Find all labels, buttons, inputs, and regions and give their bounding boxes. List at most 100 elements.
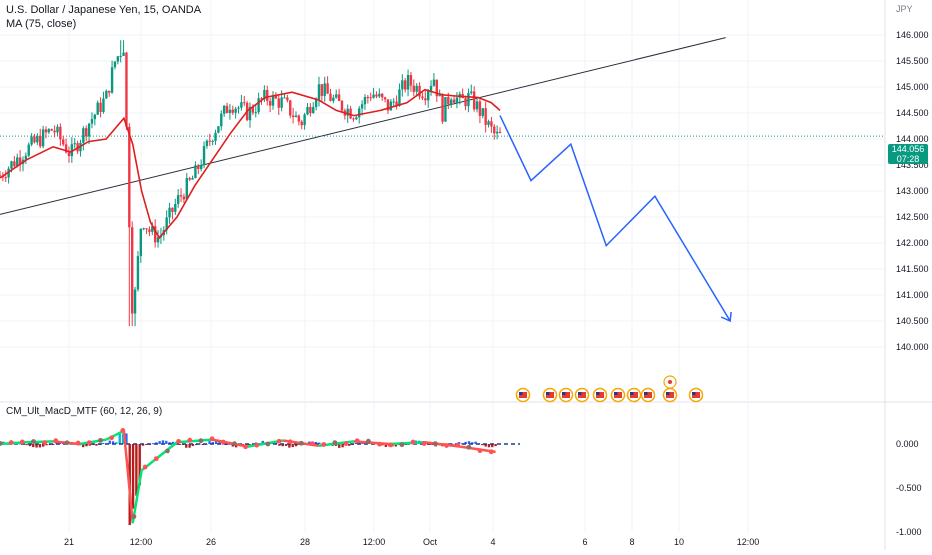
candle-body — [53, 130, 56, 133]
histogram-bar — [101, 442, 105, 444]
macd-cross-dot — [365, 438, 371, 444]
candle-body — [41, 129, 45, 147]
projection-path[interactable] — [499, 115, 732, 323]
histogram-bar — [201, 444, 205, 445]
histogram-bar — [491, 444, 494, 448]
candle-body — [13, 161, 16, 167]
candle-body — [358, 108, 361, 118]
candle-body — [240, 102, 243, 108]
trendline[interactable] — [0, 37, 726, 215]
candle-body — [33, 136, 36, 143]
projection-arrowhead — [720, 311, 732, 323]
candle-body — [99, 102, 102, 112]
histogram-bar — [168, 442, 171, 444]
candle-body — [156, 237, 160, 243]
candle-body — [375, 94, 378, 97]
candle-body — [498, 131, 502, 134]
candle-body — [248, 106, 252, 121]
histogram-bar — [308, 441, 311, 444]
ma-legend: MA (75, close) — [6, 18, 77, 30]
candle-body — [274, 95, 278, 99]
macd-cross-dot — [209, 436, 215, 442]
candle-body — [153, 226, 157, 243]
macd-tick: -0.500 — [896, 483, 922, 493]
candle-body — [429, 85, 433, 91]
candle-body — [297, 115, 301, 122]
histogram-bar — [158, 441, 161, 444]
price-tick: 144.000 — [896, 134, 929, 144]
histogram-bar — [211, 442, 215, 444]
event-flag-stripe — [519, 392, 527, 398]
candle-body — [369, 97, 372, 99]
macd-cross-dot — [432, 441, 438, 447]
event-flag-icon — [640, 387, 656, 403]
macd-cross-dot — [310, 441, 315, 447]
event-flag-canton — [519, 392, 523, 395]
event-flag-stripe — [578, 392, 586, 398]
histogram-bar — [95, 444, 98, 446]
candle-body — [381, 93, 384, 98]
candle-body — [418, 85, 421, 97]
histogram-bar — [118, 433, 121, 444]
histogram-bar — [171, 441, 175, 444]
macd-cross-dot — [466, 444, 472, 450]
candle-body — [251, 106, 255, 113]
candle-body — [93, 114, 97, 120]
candle-body — [119, 55, 122, 57]
price-axis[interactable]: 146.000 145.500 145.000 144.500 144.000 143.5… — [896, 30, 929, 537]
event-flag-stripe — [596, 392, 604, 398]
histogram-bar — [208, 441, 211, 444]
candle-body — [294, 115, 298, 118]
histogram-bar — [487, 444, 491, 448]
histogram-bar — [111, 441, 115, 444]
candle-body — [472, 91, 476, 110]
candle-body — [133, 289, 137, 314]
candle-body — [73, 143, 76, 145]
macd-pane — [0, 428, 520, 526]
histogram-bar — [484, 444, 487, 447]
macd-cross-dot — [421, 441, 427, 446]
candle-body — [4, 177, 7, 179]
histogram-bar — [494, 444, 497, 447]
event-flag-canton — [578, 392, 582, 395]
candle-body — [487, 121, 490, 125]
candle-body — [280, 97, 283, 108]
candle-body — [424, 98, 427, 101]
event-markers[interactable] — [515, 375, 704, 403]
candle-body — [70, 144, 74, 157]
time-tick: 26 — [206, 537, 216, 547]
candle-body — [108, 90, 111, 93]
candle-body — [39, 135, 42, 147]
candle-body — [277, 98, 280, 108]
macd-cross-dot — [176, 438, 182, 444]
macd-cross-dot — [75, 440, 81, 446]
candle-body — [366, 96, 370, 98]
macd-cross-dot — [488, 449, 494, 455]
histogram-bar — [188, 444, 191, 448]
time-axis[interactable]: 21 12:00 26 28 12:00 Oct 4 6 8 10 12:00 — [64, 537, 759, 547]
candle-body — [191, 178, 194, 180]
candle-body — [105, 90, 108, 99]
macd-line-segment — [176, 438, 213, 444]
time-tick: 12:00 — [130, 537, 153, 547]
histogram-bar — [278, 444, 281, 446]
candle-body — [217, 126, 220, 133]
macd-line-segment — [389, 440, 425, 446]
event-flag-canton — [644, 392, 648, 395]
candle-body — [64, 144, 68, 153]
candle-body — [493, 126, 496, 134]
candle-body — [289, 100, 292, 116]
histogram-bar — [261, 440, 264, 444]
histogram-bar — [288, 444, 291, 448]
price-tick: 143.500 — [896, 160, 929, 170]
candle-body — [10, 161, 13, 169]
histogram-bar — [185, 444, 188, 448]
histogram-bar — [131, 444, 135, 509]
time-tick: 8 — [629, 537, 634, 547]
candle-body — [44, 129, 48, 133]
candle-body — [406, 74, 410, 90]
candle-body — [378, 93, 381, 97]
histogram-bar — [481, 444, 484, 446]
